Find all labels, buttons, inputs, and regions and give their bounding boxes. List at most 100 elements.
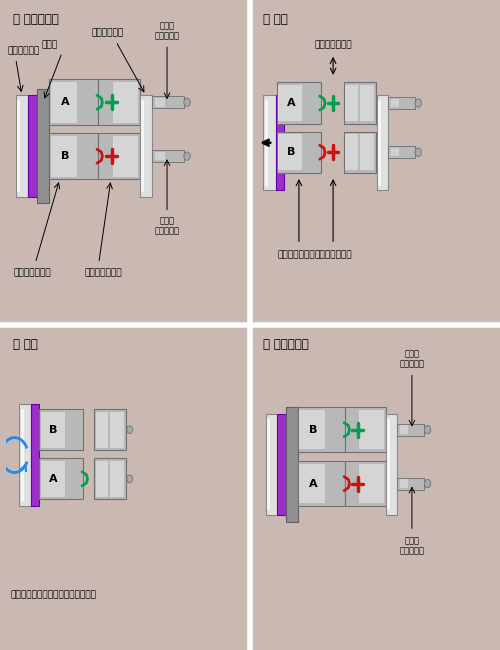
FancyBboxPatch shape: [299, 464, 325, 503]
FancyBboxPatch shape: [94, 409, 126, 450]
FancyBboxPatch shape: [110, 411, 124, 448]
Text: B: B: [287, 148, 295, 157]
FancyBboxPatch shape: [155, 98, 164, 107]
FancyBboxPatch shape: [390, 148, 398, 157]
Circle shape: [127, 426, 132, 434]
FancyBboxPatch shape: [344, 132, 376, 173]
FancyBboxPatch shape: [398, 424, 424, 436]
Text: １次側での成形品を保持のまま反転: １次側での成形品を保持のまま反転: [11, 590, 97, 599]
FancyBboxPatch shape: [388, 146, 415, 159]
Text: B: B: [61, 151, 69, 161]
FancyBboxPatch shape: [28, 95, 37, 197]
Text: A: A: [286, 98, 296, 108]
FancyBboxPatch shape: [50, 133, 98, 179]
Text: ４ 型締・射出: ４ 型締・射出: [264, 338, 309, 351]
FancyBboxPatch shape: [155, 152, 164, 161]
FancyBboxPatch shape: [298, 408, 346, 452]
Text: B: B: [50, 424, 58, 435]
Text: １次側
可塑化装置: １次側 可塑化装置: [400, 349, 424, 369]
FancyBboxPatch shape: [360, 464, 384, 503]
FancyBboxPatch shape: [31, 404, 40, 506]
Text: 金型（固定側）: 金型（固定側）: [84, 268, 122, 277]
Text: ２ 型開: ２ 型開: [264, 13, 288, 26]
FancyBboxPatch shape: [388, 97, 415, 109]
FancyBboxPatch shape: [50, 82, 78, 123]
FancyBboxPatch shape: [400, 426, 408, 434]
Circle shape: [415, 148, 422, 157]
FancyBboxPatch shape: [277, 83, 321, 124]
FancyBboxPatch shape: [264, 95, 276, 190]
Text: 固定プラテン: 固定プラテン: [92, 29, 124, 38]
FancyBboxPatch shape: [400, 480, 408, 488]
Text: １ 型締・射出: １ 型締・射出: [14, 13, 59, 26]
Text: 金型（可動側）: 金型（可動側）: [14, 268, 51, 277]
Circle shape: [184, 152, 190, 161]
FancyBboxPatch shape: [40, 409, 84, 450]
FancyBboxPatch shape: [346, 462, 386, 506]
FancyBboxPatch shape: [277, 132, 321, 173]
Circle shape: [127, 475, 132, 483]
FancyBboxPatch shape: [360, 134, 374, 170]
FancyBboxPatch shape: [40, 458, 84, 499]
Text: B: B: [309, 424, 317, 435]
Text: A: A: [60, 98, 70, 107]
Text: A: A: [49, 474, 58, 484]
Circle shape: [424, 480, 430, 488]
Text: 取出（ランナ）: 取出（ランナ）: [314, 251, 352, 259]
FancyBboxPatch shape: [276, 95, 284, 190]
FancyBboxPatch shape: [390, 99, 398, 107]
Circle shape: [184, 98, 190, 107]
Text: 可動プラテン: 可動プラテン: [7, 47, 40, 55]
FancyBboxPatch shape: [50, 79, 98, 125]
FancyBboxPatch shape: [96, 411, 108, 448]
FancyBboxPatch shape: [94, 458, 126, 499]
Text: 取出（ランナ）: 取出（ランナ）: [314, 40, 352, 49]
FancyBboxPatch shape: [278, 134, 302, 170]
Text: １次側
可塑化装置: １次側 可塑化装置: [154, 21, 180, 40]
FancyBboxPatch shape: [346, 134, 358, 170]
FancyBboxPatch shape: [346, 408, 386, 452]
FancyBboxPatch shape: [360, 85, 374, 121]
FancyBboxPatch shape: [17, 100, 20, 192]
Text: 反転盤: 反転盤: [42, 40, 58, 49]
FancyBboxPatch shape: [110, 461, 124, 497]
Circle shape: [415, 99, 422, 107]
FancyBboxPatch shape: [398, 478, 424, 489]
FancyBboxPatch shape: [50, 136, 78, 177]
FancyBboxPatch shape: [37, 89, 50, 203]
FancyBboxPatch shape: [278, 414, 286, 515]
FancyBboxPatch shape: [152, 96, 184, 109]
Circle shape: [424, 426, 430, 434]
FancyBboxPatch shape: [378, 100, 381, 185]
FancyBboxPatch shape: [266, 414, 278, 515]
Text: ２次側
可塑化装置: ２次側 可塑化装置: [400, 536, 424, 555]
FancyBboxPatch shape: [40, 411, 65, 448]
Text: ３ 反転: ３ 反転: [14, 338, 38, 351]
FancyBboxPatch shape: [141, 100, 144, 192]
FancyBboxPatch shape: [286, 408, 298, 522]
FancyBboxPatch shape: [20, 404, 31, 506]
FancyBboxPatch shape: [386, 414, 398, 515]
FancyBboxPatch shape: [20, 410, 24, 500]
Text: A: A: [308, 478, 318, 489]
FancyBboxPatch shape: [96, 461, 108, 497]
FancyBboxPatch shape: [346, 85, 358, 121]
FancyBboxPatch shape: [40, 461, 65, 497]
FancyBboxPatch shape: [98, 79, 140, 125]
FancyBboxPatch shape: [140, 95, 152, 197]
FancyBboxPatch shape: [16, 95, 28, 197]
FancyBboxPatch shape: [278, 85, 302, 121]
FancyBboxPatch shape: [113, 136, 138, 177]
FancyBboxPatch shape: [98, 133, 140, 179]
FancyBboxPatch shape: [377, 95, 388, 190]
FancyBboxPatch shape: [152, 150, 184, 162]
FancyBboxPatch shape: [344, 83, 376, 124]
Text: ２次側
可塑化装置: ２次側 可塑化装置: [154, 216, 180, 236]
FancyBboxPatch shape: [264, 100, 268, 185]
Text: 取出（成形品）: 取出（成形品）: [278, 251, 316, 259]
FancyBboxPatch shape: [113, 82, 138, 123]
FancyBboxPatch shape: [267, 419, 270, 510]
FancyBboxPatch shape: [386, 419, 390, 510]
FancyBboxPatch shape: [360, 410, 384, 449]
FancyBboxPatch shape: [299, 410, 325, 449]
